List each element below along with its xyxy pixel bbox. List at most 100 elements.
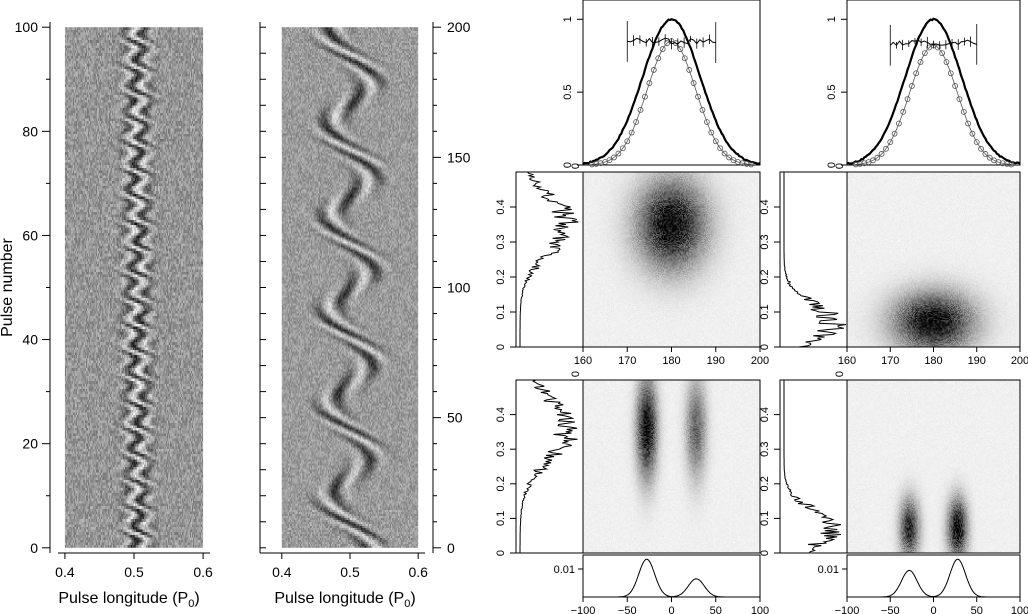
model-point <box>642 93 648 100</box>
x-tick-label: 170 <box>881 355 899 367</box>
frame <box>846 0 1021 166</box>
x-tick-label: 0 <box>668 605 674 614</box>
x-axis-label: Pulse longitude (P0) <box>58 590 199 610</box>
y-tick-label: 0 <box>495 344 507 350</box>
x-tick-label: 180 <box>662 355 680 367</box>
x-tick-label: 100 <box>751 605 769 614</box>
panel-map-bot-left: 0 0.1 0.2 0.3 0.4 0 <box>495 371 761 556</box>
x-tick-label: 160 <box>574 355 592 367</box>
y-tick-label: 0.2 <box>495 269 507 284</box>
model-point <box>917 59 924 65</box>
y-tick-label: 0.3 <box>495 442 507 457</box>
y-tick-label: 20 <box>22 436 38 452</box>
polarization-line <box>627 37 716 45</box>
model-point <box>904 96 911 102</box>
model-point <box>908 83 915 89</box>
model-point <box>986 154 993 161</box>
model-point <box>956 96 963 102</box>
y-tick-label: 100 <box>447 280 471 296</box>
x-tick-label: 200 <box>1011 355 1028 367</box>
total-intensity-line <box>846 17 1021 165</box>
model-point <box>995 159 1002 166</box>
y-tick-label: 0.1 <box>495 511 507 526</box>
side-frame <box>515 379 584 554</box>
y-tick-label: 0.5 <box>562 84 574 99</box>
total-intensity-line <box>582 18 761 166</box>
model-point <box>650 67 657 73</box>
heatmap-image <box>583 380 760 553</box>
model-point <box>921 50 928 57</box>
x-tick-label: 0.4 <box>272 564 292 580</box>
side-zero-label: 0 <box>834 163 846 169</box>
x-tick-label: −100 <box>835 605 860 614</box>
y-tick-label: 0.4 <box>759 199 771 214</box>
model-point <box>624 138 631 145</box>
y-tick-label: 0.4 <box>759 407 771 422</box>
model-point <box>999 160 1006 167</box>
model-point <box>965 120 971 127</box>
model-point <box>712 138 719 145</box>
model-point <box>646 80 653 86</box>
model-point <box>619 145 626 152</box>
side-zero-label: 0 <box>570 163 582 169</box>
model-point <box>939 50 946 57</box>
y-tick-label: 0.3 <box>495 234 507 249</box>
x-tick-label: 0.5 <box>124 564 144 580</box>
model-point <box>982 151 989 157</box>
y-tick-label: 0.1 <box>495 304 507 319</box>
side-frame <box>779 171 848 348</box>
model-point <box>611 154 617 161</box>
model-point <box>947 70 954 77</box>
model-point <box>896 120 902 127</box>
x-tick-label: 0.4 <box>55 564 75 580</box>
model-point <box>681 55 688 62</box>
frame <box>846 554 1021 598</box>
y-tick-label: 50 <box>447 410 463 426</box>
y-tick-label: 0.2 <box>759 269 771 284</box>
model-point <box>891 130 898 137</box>
frame <box>846 379 1021 554</box>
model-line <box>591 40 752 165</box>
panel-sum-profile-right: −100 −50 0 50 100 0.01 <box>818 554 1028 614</box>
x-tick-label: 160 <box>838 355 856 367</box>
model-point <box>695 93 701 100</box>
model-point <box>878 151 885 157</box>
model-point <box>887 139 894 146</box>
y-tick-label: 0.5 <box>826 84 838 99</box>
model-point <box>704 119 710 125</box>
y-tick-label: 40 <box>22 332 38 348</box>
side-zero-label: 0 <box>570 371 582 377</box>
frame <box>582 554 761 598</box>
model-point <box>615 150 622 157</box>
side-zero-label: 0 <box>834 371 846 377</box>
model-point <box>739 160 746 167</box>
y-tick-label: 1 <box>562 16 574 22</box>
y-tick-label: 0 <box>826 162 838 168</box>
heatmap-image <box>847 172 1020 347</box>
profile-line <box>847 558 1020 598</box>
x-tick-label: −100 <box>571 605 596 614</box>
panel-sum-profile-left: −100 −50 0 50 100 0.01 <box>554 554 769 614</box>
model-point <box>637 106 644 113</box>
panel-map-mid-right: 0 0.1 0.2 0.3 0.4 0 160 170 180 190 200 <box>759 163 1028 367</box>
model-point <box>861 160 868 167</box>
panel-profile-top-left: 00.51 <box>562 0 761 168</box>
model-point <box>874 154 881 161</box>
model-point <box>952 83 959 89</box>
y-tick-label: 0.1 <box>759 304 771 319</box>
model-point <box>655 55 662 62</box>
y-axis-label: Pulse number <box>0 237 16 336</box>
side-frame <box>779 379 848 554</box>
x-tick-label: 190 <box>707 355 725 367</box>
y-tick-label: 0.3 <box>759 442 771 457</box>
y-tick-label: 0 <box>759 550 771 556</box>
model-point <box>978 145 984 152</box>
model-point <box>606 157 613 164</box>
x-tick-label: 0 <box>930 605 936 614</box>
side-frame <box>515 171 584 348</box>
y-tick-label: 200 <box>447 19 471 35</box>
distribution-line <box>519 171 579 347</box>
y-tick-label: 1 <box>826 16 838 22</box>
x-tick-label: −50 <box>618 605 637 614</box>
